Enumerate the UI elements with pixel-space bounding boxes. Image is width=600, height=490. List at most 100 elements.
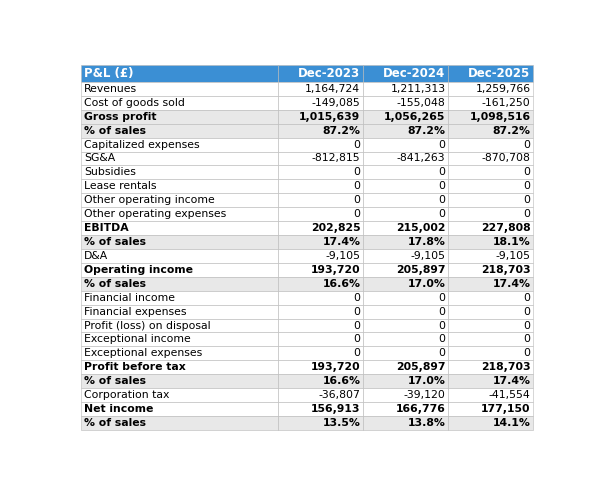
Bar — [81, 96, 278, 110]
Text: Financial income: Financial income — [84, 293, 175, 303]
Bar — [448, 263, 533, 277]
Bar — [81, 193, 278, 207]
Bar — [448, 318, 533, 333]
Bar — [81, 318, 278, 333]
Text: 17.4%: 17.4% — [493, 279, 530, 289]
Text: 0: 0 — [524, 168, 530, 177]
Bar — [81, 166, 278, 179]
Text: Gross profit: Gross profit — [84, 112, 157, 122]
Bar — [363, 65, 448, 82]
Bar — [448, 346, 533, 360]
Text: 1,211,313: 1,211,313 — [391, 84, 445, 94]
Bar — [278, 277, 363, 291]
Bar — [448, 207, 533, 221]
Bar — [448, 291, 533, 305]
Bar — [363, 388, 448, 402]
Bar — [363, 138, 448, 151]
Bar — [81, 235, 278, 249]
Text: 0: 0 — [439, 293, 445, 303]
Text: 17.4%: 17.4% — [322, 237, 361, 247]
Text: 0: 0 — [524, 293, 530, 303]
Bar — [81, 333, 278, 346]
Bar — [448, 138, 533, 151]
Bar — [81, 138, 278, 151]
Bar — [81, 65, 278, 82]
Text: 1,015,639: 1,015,639 — [299, 112, 361, 122]
Bar — [448, 110, 533, 123]
Bar — [278, 110, 363, 123]
Text: -9,105: -9,105 — [410, 251, 445, 261]
Bar — [448, 96, 533, 110]
Text: 218,703: 218,703 — [481, 362, 530, 372]
Text: 0: 0 — [439, 209, 445, 219]
Bar — [448, 388, 533, 402]
Bar — [81, 305, 278, 318]
Text: Exceptional income: Exceptional income — [84, 335, 191, 344]
Bar — [278, 82, 363, 96]
Bar — [448, 179, 533, 193]
Text: 0: 0 — [353, 307, 361, 317]
Bar — [278, 388, 363, 402]
Text: 0: 0 — [353, 140, 361, 149]
Bar — [363, 82, 448, 96]
Text: 87.2%: 87.2% — [493, 125, 530, 136]
Bar — [278, 207, 363, 221]
Text: 1,164,724: 1,164,724 — [305, 84, 361, 94]
Bar — [363, 221, 448, 235]
Bar — [448, 277, 533, 291]
Text: 87.2%: 87.2% — [322, 125, 361, 136]
Text: 0: 0 — [353, 195, 361, 205]
Text: 0: 0 — [524, 307, 530, 317]
Bar — [278, 402, 363, 416]
Text: P&L (£): P&L (£) — [84, 67, 133, 80]
Text: 156,913: 156,913 — [311, 404, 361, 414]
Bar — [448, 221, 533, 235]
Bar — [81, 179, 278, 193]
Text: 0: 0 — [524, 320, 530, 331]
Text: 1,098,516: 1,098,516 — [469, 112, 530, 122]
Text: Operating income: Operating income — [84, 265, 193, 275]
Text: 13.8%: 13.8% — [407, 418, 445, 428]
Text: 17.4%: 17.4% — [493, 376, 530, 386]
Text: Other operating expenses: Other operating expenses — [84, 209, 226, 219]
Text: 0: 0 — [439, 140, 445, 149]
Text: Dec-2024: Dec-2024 — [383, 67, 445, 80]
Text: % of sales: % of sales — [84, 125, 146, 136]
Text: Profit before tax: Profit before tax — [84, 362, 186, 372]
Text: % of sales: % of sales — [84, 376, 146, 386]
Bar — [278, 249, 363, 263]
Text: -41,554: -41,554 — [489, 390, 530, 400]
Bar — [278, 151, 363, 166]
Bar — [448, 235, 533, 249]
Text: -870,708: -870,708 — [482, 153, 530, 164]
Bar — [448, 82, 533, 96]
Bar — [448, 360, 533, 374]
Bar — [278, 65, 363, 82]
Bar — [363, 96, 448, 110]
Text: 0: 0 — [353, 293, 361, 303]
Text: Dec-2025: Dec-2025 — [469, 67, 530, 80]
Bar — [363, 179, 448, 193]
Bar — [448, 374, 533, 388]
Bar — [81, 263, 278, 277]
Bar — [278, 179, 363, 193]
Text: Dec-2023: Dec-2023 — [298, 67, 361, 80]
Bar — [278, 123, 363, 138]
Bar — [448, 193, 533, 207]
Bar — [363, 123, 448, 138]
Bar — [363, 235, 448, 249]
Bar — [448, 402, 533, 416]
Bar — [278, 235, 363, 249]
Bar — [363, 277, 448, 291]
Text: -9,105: -9,105 — [325, 251, 361, 261]
Text: -9,105: -9,105 — [496, 251, 530, 261]
Bar — [448, 305, 533, 318]
Bar — [278, 221, 363, 235]
Bar — [81, 110, 278, 123]
Text: -36,807: -36,807 — [319, 390, 361, 400]
Text: 0: 0 — [524, 335, 530, 344]
Text: 16.6%: 16.6% — [322, 376, 361, 386]
Text: 0: 0 — [353, 348, 361, 358]
Text: Capitalized expenses: Capitalized expenses — [84, 140, 200, 149]
Bar — [278, 360, 363, 374]
